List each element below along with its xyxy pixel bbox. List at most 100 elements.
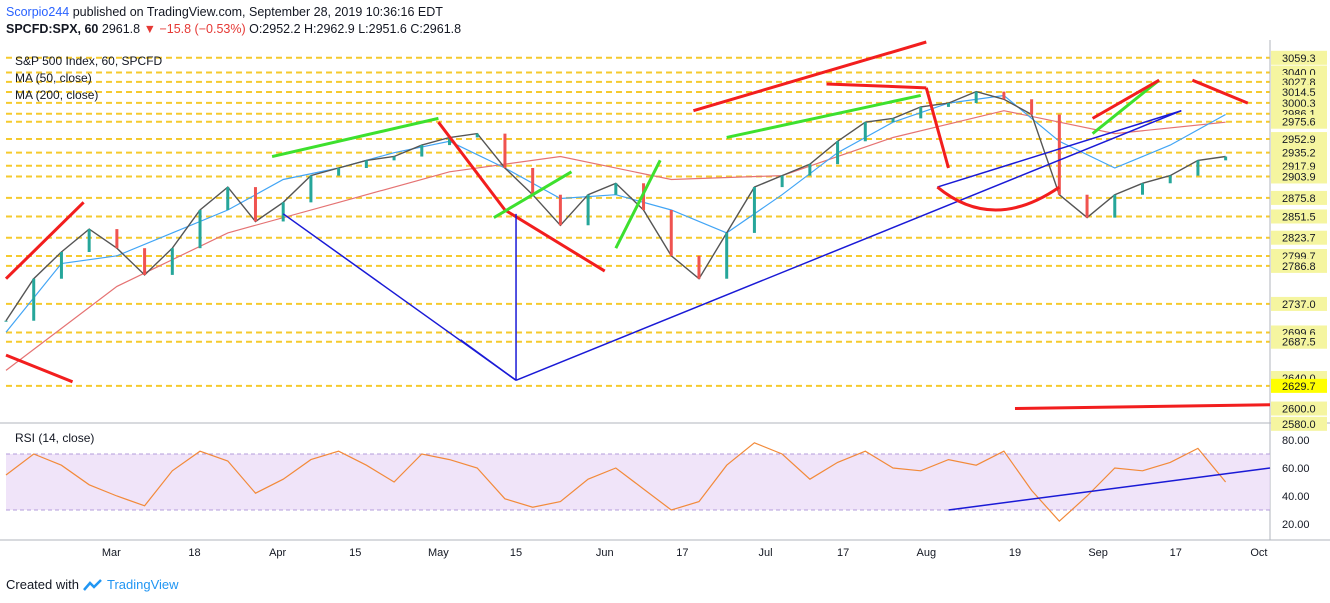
price-tag-bg-10 [1271,169,1327,184]
price-candle-32 [891,118,895,123]
tradingview-logo-icon [83,578,102,591]
trend-red-2 [5,353,74,384]
price-candle-12 [337,168,341,176]
trend-red-9 [1191,78,1249,105]
trend-red-5 [693,40,927,113]
rsi-tick-label-3: 20.00 [1282,519,1310,531]
price-tag-bg-9 [1271,158,1327,173]
price-candle-29 [808,164,812,176]
trend-red-6 [826,82,927,90]
rsi-title: RSI (14, close) [15,431,94,445]
trend-red-3 [437,121,507,211]
trend-red-4 [504,208,606,273]
price-candle-19 [531,168,535,195]
price-tick-label-7: 2952.9 [1282,134,1316,146]
price-candle-22 [614,183,618,195]
price-tick-label-11: 2875.8 [1282,193,1316,205]
price-tag-bg-4 [1271,95,1327,110]
price-tag-bg-18 [1271,334,1327,349]
trend-green-3 [614,159,662,249]
tradingview-brand-link[interactable]: TradingView [106,577,179,592]
rsi-axis[interactable]: 80.00 60.00 40.00 20.00 [1282,435,1310,531]
price-tick-label-13: 2823.7 [1282,233,1316,245]
time-axis[interactable]: Mar 18 Apr 15 May 15 Jun 17 Jul 17 Aug 19 Sep 17 Oct [102,547,1268,559]
symbol-line: SPCFD:SPX, 60 2961.8 ▼ −15.8 (−0.53%) O:… [6,21,461,38]
price-tag-bg-15 [1271,258,1327,273]
rsi-band [6,454,1270,510]
price-candle-39 [1085,194,1089,218]
publish-header: Scorpio244 published on TradingView.com,… [6,4,461,38]
created-with-label: Created with [6,577,79,592]
trend-green-4 [726,93,922,139]
price-candle-1 [32,278,36,321]
price-candle-43 [1196,160,1200,176]
price-candle-26 [725,232,729,279]
price-candle-28 [780,175,784,188]
trend-green-2 [493,170,573,219]
ma200-line [5,110,1226,371]
price-tag-bg-12 [1271,209,1327,224]
price-candle-11 [309,175,313,203]
price-tag-bg-13 [1271,230,1327,245]
price-tick-label-12: 2851.5 [1282,211,1316,223]
trend-blue-4 [515,110,1182,381]
trendlines [4,40,1271,411]
price-tag-bg-3 [1271,85,1327,100]
price-tick-label-16: 2737.0 [1282,299,1316,311]
publish-line: Scorpio244 published on TradingView.com,… [6,4,461,21]
price-candle-38 [1057,114,1061,195]
price-tick-label-22: 2580.0 [1282,419,1316,431]
price-tag-bg-16 [1271,296,1327,311]
chart-area[interactable]: 3059.33040.03027.83014.53000.32986.12975… [0,40,1330,570]
price-candle-15 [420,145,424,157]
price-tick-label-15: 2786.8 [1282,261,1316,273]
trend-green-5 [1091,79,1161,135]
trend-red-10 [1014,403,1271,411]
last-price: 2961.8 [101,22,141,36]
legend-ma200: MA (200, close) [15,88,98,102]
price-candle-33 [919,106,923,119]
author-link[interactable]: Scorpio244 [6,5,70,19]
time-tick-label-5: 15 [510,547,522,559]
published-text: published on TradingView.com, September … [72,5,443,19]
price-tag-bg-0 [1271,50,1327,65]
legend: S&P 500 Index, 60, SPCFD MA (50, close) … [15,54,163,445]
rsi-line [5,442,1227,523]
rsi-pane [5,442,1271,523]
rsi-tick-label-0: 80.00 [1282,435,1310,447]
price-candle-16 [448,137,452,146]
ohlc-values: O:2952.2 H:2962.9 L:2951.6 C:2961.8 [249,22,462,36]
price-candle-4 [115,229,119,249]
price-candle-34 [946,103,950,107]
price-tick-label-18: 2687.5 [1282,337,1316,349]
price-tick-label-8: 2935.2 [1282,148,1316,160]
price-pane [0,40,1330,541]
price-candle-27 [752,187,756,233]
price-candle-18 [503,133,507,168]
trend-red-7 [924,87,950,169]
trend-blue-5 [937,110,1182,188]
chart-title: S&P 500 Index, 60, SPCFD [15,54,163,68]
time-tick-label-12: Sep [1088,547,1108,559]
time-tick-label-7: 17 [676,547,688,559]
price-axis[interactable]: 3059.33040.03027.83014.53000.32986.12975… [1271,50,1327,431]
price-tag-bg-11 [1271,190,1327,205]
price-candle-41 [1140,183,1144,195]
price-candle-44 [1224,156,1228,161]
price-candle-30 [836,141,840,165]
rsi-tick-label-2: 40.00 [1282,491,1310,503]
price-candle-8 [226,187,230,210]
price-candle-20 [558,194,562,226]
price-tag-bg-8 [1271,145,1327,160]
price-candle-23 [642,183,646,210]
trend-red-8 [1091,78,1160,120]
price-change: −15.8 (−0.53%) [159,22,246,36]
cup-arc [936,185,1061,212]
down-arrow-icon: ▼ [143,22,156,36]
rsi-tick-label-1: 60.00 [1282,463,1310,475]
price-line [5,90,1226,322]
price-candle-6 [170,248,174,275]
price-tag-bg-20 [1271,378,1327,393]
price-candle-24 [669,210,673,256]
time-tick-label-4: May [428,547,449,559]
